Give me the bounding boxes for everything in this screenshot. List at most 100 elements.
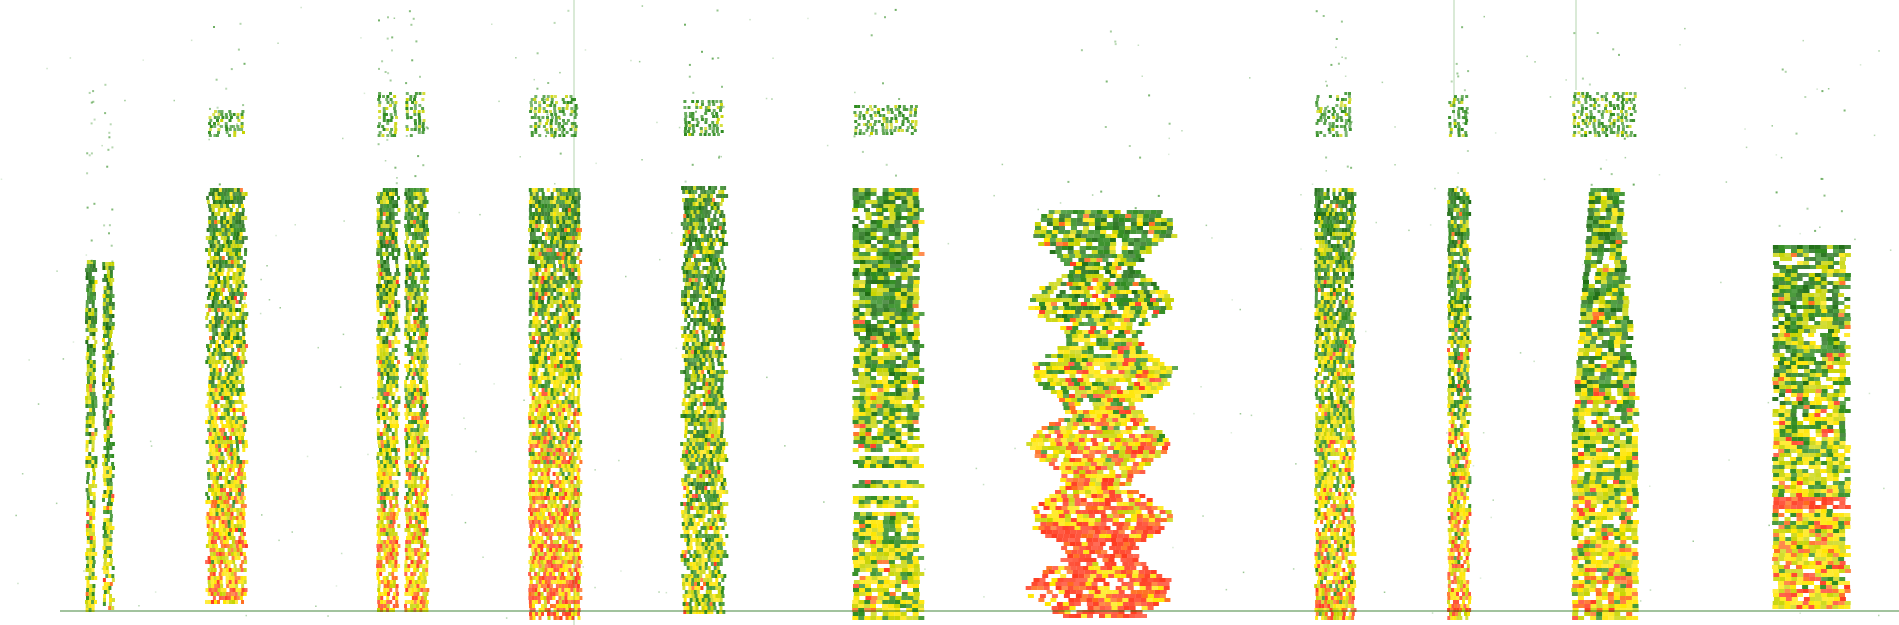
spectral-cell [528, 596, 531, 600]
spectral-cell [109, 302, 112, 306]
spectral-cell [238, 420, 241, 424]
spectral-cell [111, 462, 114, 466]
spectral-cell [86, 564, 89, 568]
spectral-cell [215, 332, 218, 336]
spectral-cell [549, 248, 552, 252]
spectral-cell [553, 408, 556, 412]
spectral-cell [532, 504, 535, 508]
spectral-cell [532, 216, 535, 220]
spectral-cell [211, 528, 214, 532]
spectral-cell [89, 416, 92, 420]
spectral-cell [544, 404, 547, 408]
spectral-cell [547, 376, 550, 380]
spectral-cell [107, 530, 110, 534]
spectral-cell [228, 288, 231, 292]
spectral-cell [87, 536, 90, 540]
spectral-cell [533, 340, 536, 344]
noise-speck [226, 127, 228, 129]
spectral-cell [407, 404, 410, 408]
spectral-cell [386, 288, 389, 292]
spectral-cell [541, 612, 544, 616]
spectral-cell [226, 560, 229, 564]
spectral-cell [392, 288, 395, 292]
spectral-cell [209, 320, 212, 324]
spectral-cell [229, 360, 232, 364]
spectral-cell [569, 556, 572, 560]
spectral-cell [404, 240, 407, 244]
spectral-cell [577, 312, 580, 316]
spectral-cell [378, 392, 381, 396]
spectral-cell [228, 480, 231, 484]
spectral-cell [395, 240, 398, 244]
spectral-cell [235, 568, 238, 572]
spectral-cell [229, 240, 232, 244]
spectral-cell [377, 192, 380, 196]
spectral-cell [423, 324, 426, 328]
spectral-cell [223, 540, 226, 544]
spectral-cell [244, 556, 247, 560]
spectral-cell [376, 208, 379, 212]
spectral-cell [104, 358, 107, 362]
spectral-cell [412, 472, 415, 476]
spectral-cell [425, 372, 428, 376]
spectral-cell [239, 432, 242, 436]
spectral-cell [547, 488, 550, 492]
spectral-cell [112, 474, 115, 478]
spectral-cell [383, 432, 386, 436]
spectral-cell [411, 284, 414, 288]
spectral-cell [559, 268, 562, 272]
spectral-cell [419, 388, 422, 392]
spectral-cell [238, 252, 241, 256]
harmonic-cell [220, 113, 223, 116]
spectral-cell [562, 200, 565, 204]
spectral-cell [94, 600, 97, 604]
spectral-cell [409, 520, 412, 524]
spectral-cell [391, 360, 394, 364]
spectral-cell [228, 548, 231, 552]
spectral-cell [86, 480, 89, 484]
spectral-cell [241, 384, 244, 388]
spectral-cell [217, 580, 220, 584]
spectral-cell [416, 192, 419, 196]
spectral-cell [241, 240, 244, 244]
spectral-cell [414, 512, 417, 516]
spectral-cell [90, 544, 93, 548]
spectral-cell [567, 560, 570, 564]
spectral-cell [423, 232, 426, 236]
spectral-cell [393, 592, 396, 596]
spectral-cell [553, 604, 556, 608]
spectral-cell [392, 240, 395, 244]
spectral-cell [559, 240, 562, 244]
spectral-cell [565, 224, 568, 228]
spectral-cell [532, 224, 535, 228]
harmonic-cell [570, 95, 573, 98]
spectral-cell [540, 516, 543, 520]
noise-speck [415, 40, 417, 42]
spectral-cell [238, 292, 241, 296]
spectral-cell [376, 412, 379, 416]
spectral-cell [216, 368, 219, 372]
spectral-cell [208, 580, 211, 584]
spectral-cell [215, 408, 218, 412]
spectral-cell [383, 204, 386, 208]
spectral-cell [556, 220, 559, 224]
noise-speck [427, 127, 429, 129]
spectral-cell [421, 468, 424, 472]
spectral-cell [541, 324, 544, 328]
spectral-cell [234, 456, 237, 460]
spectral-cell [578, 196, 581, 200]
spectral-cell [209, 268, 212, 272]
spectral-cell [579, 480, 582, 484]
spectral-cell [219, 260, 222, 264]
harmonic-cell [529, 110, 532, 113]
spectral-cell [556, 356, 559, 360]
harmonic-cell [378, 104, 381, 107]
harmonic-cell [217, 131, 220, 134]
spectral-cell [575, 284, 578, 288]
spectral-cell [562, 220, 565, 224]
spectral-cell [571, 188, 574, 192]
noise-speck [216, 79, 218, 81]
spectral-cell [536, 444, 539, 448]
spectral-cell [237, 368, 240, 372]
spectral-cell [393, 280, 396, 284]
